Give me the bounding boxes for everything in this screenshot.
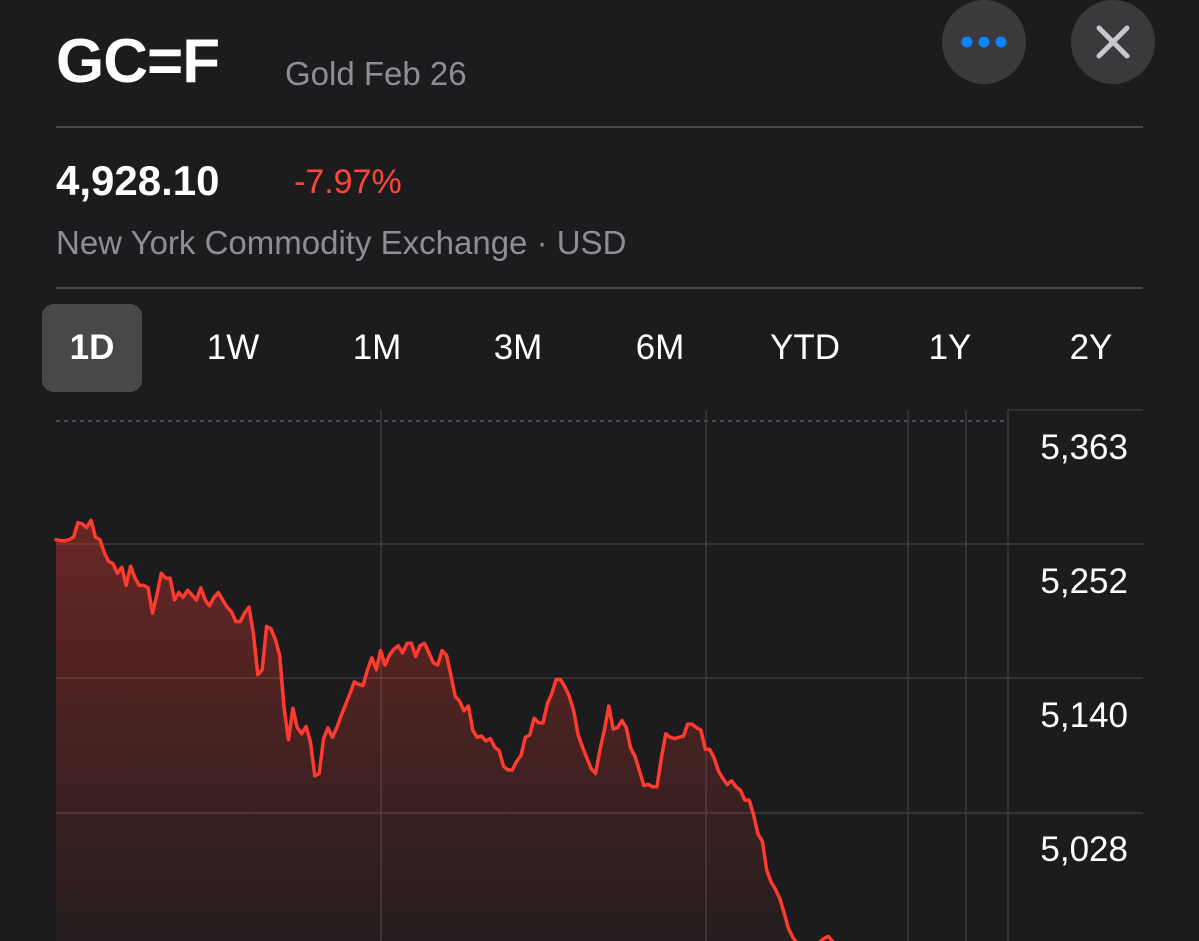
current-price: 4,928.10 <box>56 157 220 204</box>
range-tab-1m[interactable]: 1M <box>352 328 402 367</box>
price-line <box>54 518 835 941</box>
close-button[interactable] <box>1071 0 1155 84</box>
security-name: Gold Feb 26 <box>285 55 467 92</box>
range-tab-ytd[interactable]: YTD <box>770 328 840 367</box>
percent-change: -7.97% <box>294 163 402 201</box>
range-tab-3m[interactable]: 3M <box>493 328 543 367</box>
header: GC=F Gold Feb 26 <box>0 0 1199 126</box>
time-range-selector: 1D 1W 1M 3M 6M YTD 1Y 2Y <box>42 304 1143 392</box>
ticker-symbol: GC=F <box>56 27 220 96</box>
ellipsis-icon <box>961 36 1007 48</box>
price-area-fill <box>56 520 872 941</box>
quote-divider <box>56 287 1143 289</box>
y-tick-label: 5,028 <box>1040 830 1128 869</box>
range-tab-2y[interactable]: 2Y <box>1069 328 1113 367</box>
header-divider <box>56 126 1143 128</box>
range-tab-6m[interactable]: 6M <box>635 328 685 367</box>
close-icon <box>1096 25 1130 59</box>
more-options-button[interactable] <box>942 0 1026 84</box>
exchange-currency-label: New York Commodity Exchange · USD <box>56 224 627 261</box>
price-chart[interactable]: 5,363 5,252 5,140 5,028 <box>0 405 1199 941</box>
range-tab-1y[interactable]: 1Y <box>928 328 972 367</box>
y-tick-label: 5,252 <box>1040 562 1128 601</box>
y-tick-label: 5,363 <box>1040 428 1128 467</box>
y-tick-label: 5,140 <box>1040 696 1128 735</box>
range-tab-1w[interactable]: 1W <box>206 328 260 367</box>
range-tab-1d[interactable]: 1D <box>42 304 142 392</box>
